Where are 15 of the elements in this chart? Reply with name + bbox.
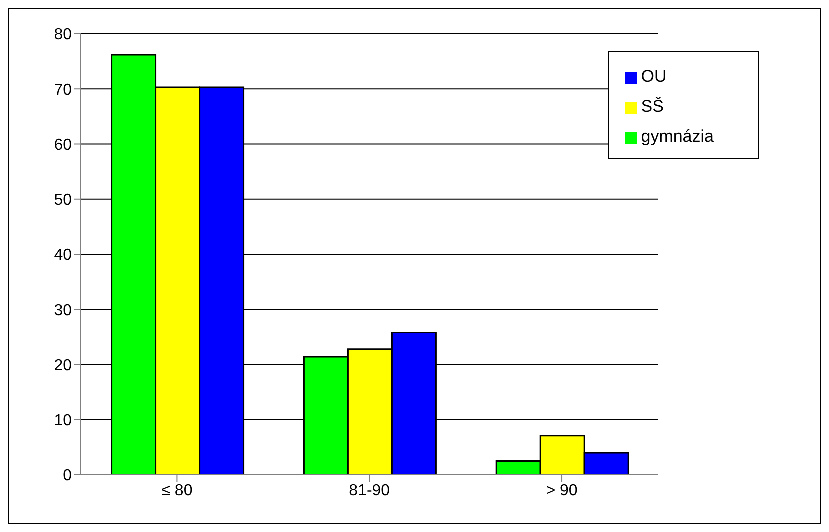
legend-label: OU bbox=[641, 67, 667, 86]
y-tick-label: 10 bbox=[54, 412, 72, 430]
y-tick-label: 40 bbox=[54, 247, 72, 264]
x-tick-label: ≤ 80 bbox=[162, 482, 193, 500]
legend-label: SŠ bbox=[641, 97, 664, 116]
y-tick-label: 70 bbox=[54, 82, 72, 99]
y-tick-label: 50 bbox=[54, 192, 72, 210]
y-tick-label: 30 bbox=[54, 302, 72, 320]
x-tick-label: > 90 bbox=[546, 482, 578, 500]
legend-label: gymnázia bbox=[641, 127, 714, 146]
y-tick-label: 20 bbox=[54, 357, 72, 374]
y-tick-label: 80 bbox=[54, 26, 72, 44]
x-tick-label: 81-90 bbox=[349, 482, 390, 500]
y-tick-label: 60 bbox=[54, 136, 72, 154]
y-tick-label: 0 bbox=[63, 468, 72, 485]
